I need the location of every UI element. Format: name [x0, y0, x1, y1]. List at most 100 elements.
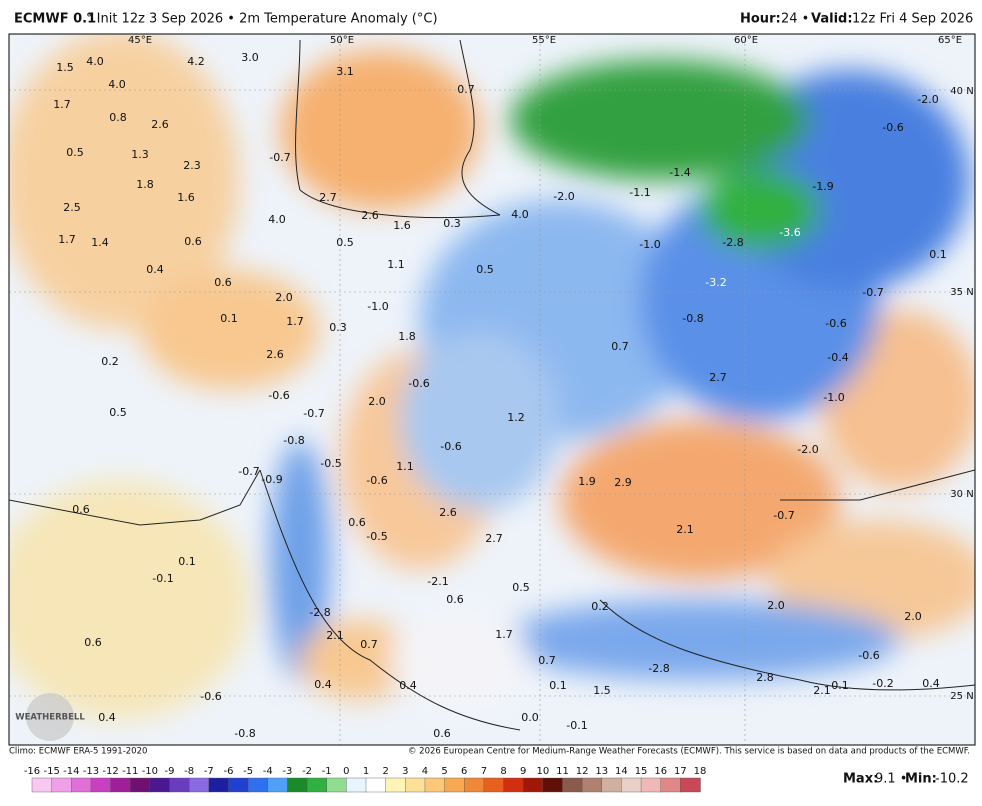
- color-swatch: [71, 777, 92, 793]
- color-swatch: [503, 777, 524, 793]
- anomaly-label: -2.0: [917, 93, 938, 106]
- color-swatch: [149, 777, 171, 793]
- anomaly-label: 4.0: [511, 208, 529, 221]
- color-swatch: [660, 777, 682, 793]
- color-swatch: [169, 777, 190, 793]
- anomaly-label: -0.6: [858, 649, 879, 662]
- colorbar-tick-label: 6: [461, 766, 467, 777]
- anomaly-label: -0.7: [303, 407, 324, 420]
- anomaly-label: 0.6: [446, 593, 464, 606]
- colorbar-tick-label: -4: [263, 766, 273, 777]
- color-swatch: [405, 777, 426, 793]
- anomaly-label: 1.4: [91, 236, 109, 249]
- anomaly-label: 0.4: [314, 678, 332, 691]
- anomaly-label: -3.2: [705, 276, 726, 289]
- anomaly-label: -0.1: [152, 572, 173, 585]
- anomaly-label: 2.3: [183, 159, 201, 172]
- anomaly-label: -0.7: [773, 509, 794, 522]
- color-swatch: [483, 777, 505, 793]
- anomaly-label: 0.6: [84, 636, 102, 649]
- anomaly-label: -1.0: [367, 300, 388, 313]
- anomaly-label: 2.1: [676, 523, 694, 536]
- anomaly-label: 0.1: [178, 555, 196, 568]
- colorbar-tick-label: -14: [63, 766, 79, 777]
- colorbar-tick-label: 1: [363, 766, 369, 777]
- anomaly-label: -1.1: [629, 186, 650, 199]
- colorbar-tick-label: 0: [343, 766, 349, 777]
- anomaly-label: 2.7: [485, 532, 503, 545]
- colorbar-tick-label: 13: [595, 766, 608, 777]
- logo-text: WEATHERBELL: [15, 713, 85, 723]
- color-swatch: [581, 777, 603, 793]
- grid-label: 35 N: [950, 287, 973, 298]
- anomaly-label: 0.5: [109, 406, 127, 419]
- anomaly-label: -0.7: [238, 465, 259, 478]
- colorbar-tick-label: -7: [204, 766, 214, 777]
- anomaly-label: 2.9: [614, 476, 632, 489]
- colorbar-tick-label: 5: [441, 766, 447, 777]
- colorbar-tick-label: -15: [43, 766, 59, 777]
- anomaly-label: 2.6: [361, 209, 379, 222]
- anomaly-label: -0.6: [408, 377, 429, 390]
- anomaly-label: -0.8: [283, 434, 304, 447]
- anomaly-label: 0.4: [922, 677, 940, 690]
- colorbar-tick-label: -5: [243, 766, 253, 777]
- map-background: [9, 34, 975, 745]
- anomaly-label: 0.6: [433, 727, 451, 740]
- color-swatch: [522, 777, 544, 793]
- anomaly-label: 0.7: [360, 638, 378, 651]
- anomaly-label: 0.6: [72, 503, 90, 516]
- colorbar-tick-label: -12: [102, 766, 118, 777]
- anomaly-label: -2.8: [648, 662, 669, 675]
- anomaly-label: 2.1: [813, 684, 831, 697]
- color-swatch: [51, 777, 72, 793]
- colorbar-tick-label: 14: [615, 766, 628, 777]
- anomaly-label: 4.0: [268, 213, 286, 226]
- colorbar-tick-label: 4: [422, 766, 428, 777]
- colorbar-tick-label: -10: [142, 766, 158, 777]
- anomaly-label: -0.1: [566, 719, 587, 732]
- anomaly-label: 2.5: [63, 201, 81, 214]
- anomaly-label: 0.3: [329, 321, 347, 334]
- colorbar-tick-label: 16: [654, 766, 667, 777]
- grid-label: 65°E: [938, 35, 962, 46]
- anomaly-label: 0.5: [336, 236, 354, 249]
- colorbar-tick-label: -16: [24, 766, 40, 777]
- color-swatch: [444, 777, 465, 793]
- model: ECMWF 0.1: [14, 12, 96, 27]
- colorbar-tick-label: -13: [83, 766, 99, 777]
- anomaly-label: 1.5: [56, 61, 74, 74]
- anomaly-label: 4.0: [86, 55, 104, 68]
- colorbar-tick-label: 9: [520, 766, 526, 777]
- colorbar-tick-label: 2: [382, 766, 388, 777]
- max: 9.1 •: [875, 772, 907, 787]
- anomaly-label: -0.5: [366, 530, 387, 543]
- color-swatch: [385, 777, 406, 793]
- anomaly-label: -0.8: [682, 312, 703, 325]
- anomaly-label: 1.8: [136, 178, 154, 191]
- grid-label: 50°E: [330, 35, 354, 46]
- color-swatch: [287, 777, 308, 793]
- anomaly-label: -1.4: [669, 166, 690, 179]
- min: -10.2: [935, 772, 969, 787]
- color-swatch: [346, 777, 367, 793]
- colorbar-tick-label: -1: [322, 766, 332, 777]
- colorbar-tick-label: 7: [481, 766, 487, 777]
- anomaly-label: 1.8: [398, 330, 416, 343]
- anomaly-label: 0.8: [109, 111, 127, 124]
- anomaly-label: -0.6: [825, 317, 846, 330]
- anomaly-label: -0.7: [862, 286, 883, 299]
- anomaly-label: 4.0: [108, 78, 126, 91]
- grid-label: 25 N: [950, 691, 973, 702]
- anomaly-label: 1.2: [507, 411, 525, 424]
- anomaly-label: 1.3: [131, 148, 149, 161]
- anomaly-label: 0.1: [549, 679, 567, 692]
- anomaly-label: -0.7: [269, 151, 290, 164]
- anomaly-label: 0.7: [611, 340, 629, 353]
- anomaly-label: 1.1: [387, 258, 405, 271]
- anomaly-label: 0.6: [214, 276, 232, 289]
- anomaly-label: -2.0: [797, 443, 818, 456]
- anomaly-label: 0.1: [831, 679, 849, 692]
- color-swatch: [680, 777, 701, 793]
